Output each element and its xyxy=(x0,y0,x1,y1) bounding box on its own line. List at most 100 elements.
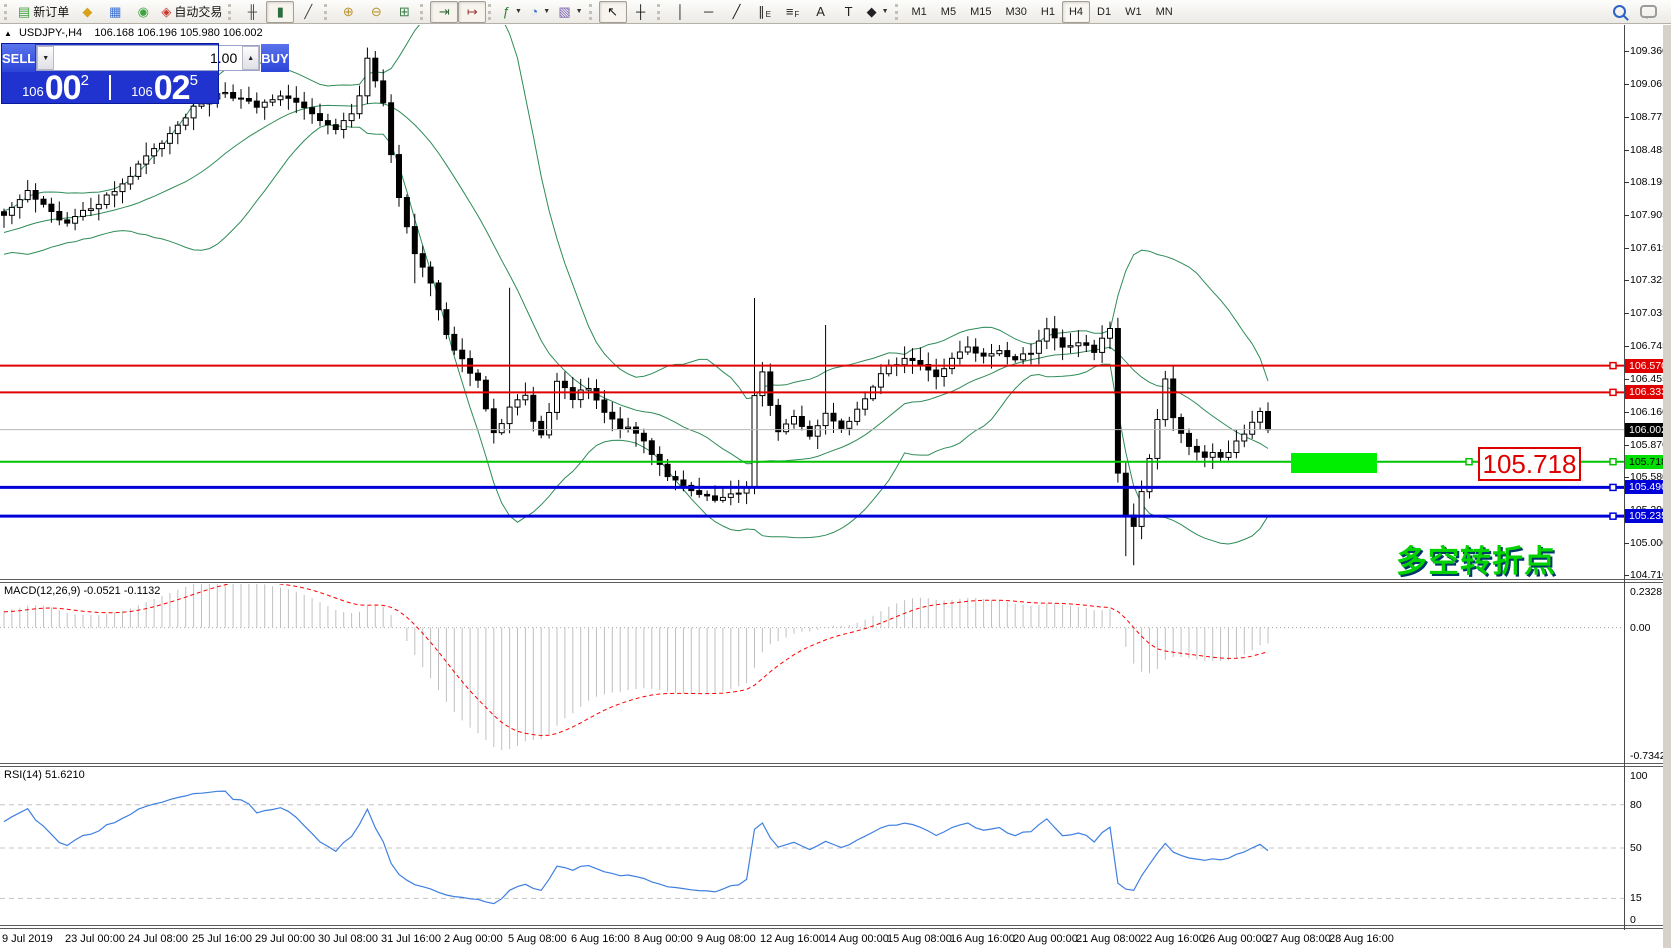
axis-tick xyxy=(1624,575,1629,576)
candle xyxy=(1091,344,1098,353)
candle xyxy=(87,208,94,212)
candle xyxy=(1067,345,1074,348)
candle xyxy=(435,282,442,311)
resistance-2-anchor xyxy=(1609,388,1617,397)
candle xyxy=(1051,328,1058,339)
date-tick-label: 14 Aug 00:00 xyxy=(824,933,889,945)
timeframe-h1[interactable]: H1 xyxy=(1040,5,1055,18)
market-watch-button[interactable]: ▦ xyxy=(101,1,129,23)
tile-windows-icon: ⊞ xyxy=(398,4,410,19)
candle xyxy=(688,484,695,492)
horizontal-line-button[interactable]: ─ xyxy=(695,1,723,23)
cursor-button[interactable]: ↖ xyxy=(598,0,627,23)
signals-button[interactable]: ◉ xyxy=(129,1,157,23)
toolbar-group-trade: ▤ 新订单 ◆ ▦ ◉ ◈ 自动交易 xyxy=(14,0,226,24)
candle xyxy=(743,487,750,494)
dropdown-arrow-icon[interactable]: ▼ xyxy=(881,8,889,15)
buy-button[interactable]: BUY xyxy=(261,44,289,72)
channel-button[interactable]: ∥ E xyxy=(751,1,779,23)
toolbar-group-zoom: ⊕ ⊖ ⊞ xyxy=(334,0,418,24)
candle xyxy=(245,98,252,102)
date-tick-label: 28 Aug 16:00 xyxy=(1329,933,1394,945)
macd-rsi-separator[interactable] xyxy=(0,763,1671,767)
new-order-button[interactable]: ▤ 新订单 xyxy=(14,1,73,23)
trendline-button[interactable]: ╱ xyxy=(723,1,751,23)
candle xyxy=(577,389,584,401)
candle xyxy=(1170,378,1177,419)
candle xyxy=(443,309,450,336)
profiles-button[interactable]: ◆ xyxy=(73,1,101,23)
auto-scroll-button[interactable]: ⇥ xyxy=(430,0,459,23)
date-tick-label: 26 Aug 00:00 xyxy=(1203,933,1268,945)
zoom-out-button[interactable]: ⊖ xyxy=(362,1,390,23)
candle xyxy=(1099,337,1106,353)
price-tick-label: 109.360 xyxy=(1630,45,1668,57)
candle xyxy=(925,364,932,371)
candle xyxy=(1043,328,1050,342)
tile-windows-button[interactable]: ⊞ xyxy=(390,1,418,23)
line-chart-button[interactable]: ╱ xyxy=(294,1,322,23)
timeframe-mn[interactable]: MN xyxy=(1155,5,1173,18)
periods-button[interactable]: ◔ ▼ xyxy=(526,1,554,23)
sell-price[interactable]: 106 00 2 xyxy=(2,71,109,105)
turning-point-note[interactable]: 多空转折点 xyxy=(1396,544,1556,579)
macd-label: MACD(12,26,9) -0.0521 -0.1132 xyxy=(4,585,161,597)
zoom-in-button[interactable]: ⊕ xyxy=(334,1,362,23)
text-button[interactable]: A xyxy=(807,1,835,23)
horizontal-line-icon: ─ xyxy=(703,4,714,19)
templates-button[interactable]: ▧ ▼ xyxy=(554,1,586,23)
candlestick-button[interactable]: ▮ xyxy=(266,0,295,23)
search-icon[interactable] xyxy=(1613,5,1626,18)
vertical-line-button[interactable]: │ xyxy=(667,1,695,23)
date-tick-label: 16 Aug 16:00 xyxy=(950,933,1015,945)
bar-chart-button[interactable]: ╫ xyxy=(238,1,266,23)
date-tick-label: 20 Aug 00:00 xyxy=(1013,933,1078,945)
price-badge-105.235: 105.235 xyxy=(1625,509,1667,523)
chat-icon[interactable] xyxy=(1640,5,1657,19)
crosshair-button[interactable]: ┼ xyxy=(627,1,655,23)
buy-price-prefix: 106 xyxy=(131,84,153,99)
arrow-objects-button[interactable]: ◆ ▼ xyxy=(863,1,893,23)
sell-button[interactable]: SELL xyxy=(2,44,36,72)
timeframe-m1[interactable]: M1 xyxy=(911,5,927,18)
candle xyxy=(514,399,521,408)
timeframe-d1[interactable]: D1 xyxy=(1097,5,1112,18)
volume-input[interactable] xyxy=(54,46,243,70)
dropdown-arrow-icon[interactable]: ▼ xyxy=(514,8,522,15)
timeframe-m15[interactable]: M15 xyxy=(970,5,992,18)
timeframe-w1[interactable]: W1 xyxy=(1125,5,1142,18)
timeframe-h4[interactable]: H4 xyxy=(1061,0,1090,23)
candle xyxy=(988,353,995,357)
candle xyxy=(956,351,963,359)
candle xyxy=(1,211,7,216)
expander-icon[interactable]: ▲ xyxy=(4,29,12,38)
date-tick-label: 30 Jul 08:00 xyxy=(318,933,378,945)
candle xyxy=(372,57,379,82)
indicators-button[interactable]: ƒ ▼ xyxy=(498,1,526,23)
candle xyxy=(1241,433,1248,442)
main-macd-separator[interactable] xyxy=(0,579,1671,583)
dropdown-arrow-icon[interactable]: ▼ xyxy=(543,8,551,15)
timeframe-m30[interactable]: M30 xyxy=(1005,5,1027,18)
candle xyxy=(735,492,742,495)
macd-tick-label: 0.2328 xyxy=(1630,586,1663,598)
candle xyxy=(854,408,861,422)
candle xyxy=(980,352,987,357)
text-label-button[interactable]: T xyxy=(835,1,863,23)
chart-shift-button[interactable]: ↦ xyxy=(458,0,487,23)
fibonacci-button[interactable]: ≡ F xyxy=(779,1,807,23)
buy-price[interactable]: 106 02 5 xyxy=(111,71,218,105)
volume-down-button[interactable]: ▼ xyxy=(37,46,55,70)
candle xyxy=(822,412,829,427)
price-level-callout[interactable]: 105.718 xyxy=(1478,447,1581,481)
candle xyxy=(198,103,205,107)
candle xyxy=(1004,350,1011,358)
clock-icon: ◔ xyxy=(530,4,539,19)
candle xyxy=(324,120,331,126)
auto-trading-button[interactable]: ◈ 自动交易 xyxy=(157,1,226,23)
axis-tick xyxy=(1624,445,1629,446)
timeframe-m5[interactable]: M5 xyxy=(940,5,957,18)
dropdown-arrow-icon[interactable]: ▼ xyxy=(575,8,583,15)
volume-up-button[interactable]: ▲ xyxy=(242,46,260,70)
candle xyxy=(111,191,118,196)
